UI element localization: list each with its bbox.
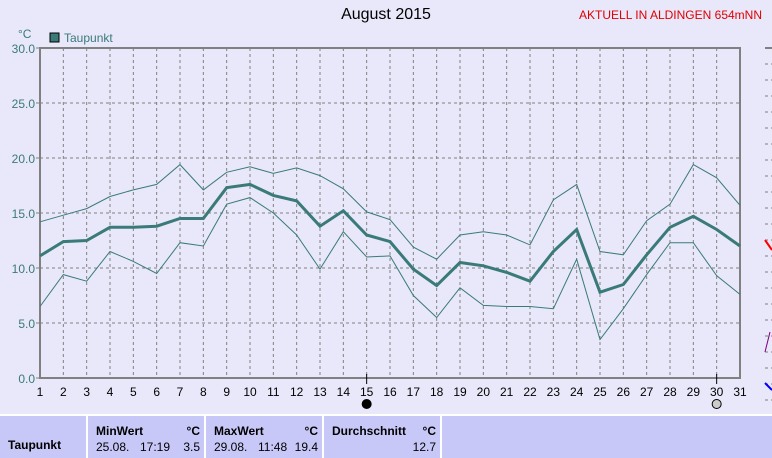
x-tick-label: 18 <box>430 385 444 399</box>
x-tick-label: 20 <box>477 385 491 399</box>
x-tick-label: 17 <box>407 385 421 399</box>
x-tick-label: 23 <box>547 385 561 399</box>
legend-swatch <box>49 32 60 43</box>
x-tick-label: 31 <box>733 385 747 399</box>
max-unit: °C <box>304 424 318 438</box>
legend-label: Taupunkt <box>64 31 113 45</box>
row-label-cell: Taupunkt <box>0 416 86 458</box>
y-axis-unit: °C <box>18 27 32 41</box>
x-tick-label: 8 <box>200 385 207 399</box>
y-tick-label: 10.0 <box>12 262 36 276</box>
min-header: MinWert <box>96 424 144 438</box>
min-time: 17:19 <box>140 440 171 454</box>
max-cell: MaxWert °C 29.08. 11:48 19.4 <box>204 416 322 458</box>
x-tick-label: 13 <box>313 385 327 399</box>
avg-cell: Durchschnitt °C 12.7 <box>322 416 440 458</box>
x-tick-label: 3 <box>83 385 90 399</box>
neighbor-series-blue <box>764 382 772 391</box>
plot-frame <box>39 47 741 379</box>
max-header: MaxWert <box>214 424 264 438</box>
stats-table: Taupunkt MinWert °C 25.08. 17:19 3.5 Max… <box>0 414 772 458</box>
max-value: 19.4 <box>294 440 318 454</box>
x-tick-label: 15 <box>360 385 374 399</box>
x-tick-label: 5 <box>130 385 137 399</box>
avg-header: Durchschnitt <box>332 424 407 438</box>
chart-title: August 2015 <box>341 6 431 23</box>
x-tick-label: 29 <box>687 385 701 399</box>
series-line-max <box>39 163 741 260</box>
max-time: 11:48 <box>258 440 288 454</box>
x-tick-label: 11 <box>267 385 280 399</box>
x-tick-label: 12 <box>290 385 304 399</box>
empty-cell <box>440 416 772 458</box>
x-tick-label: 28 <box>663 385 677 399</box>
x-tick-label: 25 <box>593 385 607 399</box>
y-tick-label: 25.0 <box>12 97 36 111</box>
x-tick-label: 1 <box>37 385 44 399</box>
y-tick-label: 20.0 <box>12 152 36 166</box>
x-tick-label: 27 <box>640 385 654 399</box>
neighbor-series-purple <box>764 331 771 353</box>
min-date: 25.08. <box>96 440 130 454</box>
min-unit: °C <box>186 424 200 438</box>
station-label: AKTUELL IN ALDINGEN 654mNN <box>579 8 762 22</box>
x-tick-label: 6 <box>153 385 160 399</box>
x-tick-label: 21 <box>500 385 514 399</box>
min-cell: MinWert °C 25.08. 17:19 3.5 <box>86 416 204 458</box>
x-tick-label: 30 <box>710 385 724 399</box>
x-tick-label: 22 <box>523 385 537 399</box>
series-line-min <box>39 197 741 341</box>
x-tick-label: 9 <box>223 385 230 399</box>
y-tick-label: 0.0 <box>18 372 35 386</box>
series-line-mean <box>39 182 741 295</box>
x-tick-label: 4 <box>107 385 114 399</box>
avg-unit: °C <box>422 424 436 438</box>
x-tick-label: 10 <box>243 385 257 399</box>
x-tick-label: 24 <box>570 385 584 399</box>
dewpoint-chart: 0.05.010.015.020.025.030.0°C1 2 3 4 5 6 7 8 9 10 1… <box>12 27 772 409</box>
min-value: 3.5 <box>183 440 200 454</box>
x-tick-label: 16 <box>383 385 397 399</box>
full-moon-icon <box>711 399 722 409</box>
x-tick-label: 14 <box>337 385 351 399</box>
row-label: Taupunkt <box>8 438 62 452</box>
neighbor-series-red <box>764 239 772 251</box>
y-tick-label: 30.0 <box>12 42 36 56</box>
y-tick-label: 5.0 <box>18 317 35 331</box>
x-tick-label: 7 <box>177 385 184 399</box>
avg-value: 12.7 <box>412 440 436 454</box>
new-moon-icon <box>361 399 372 409</box>
x-tick-label: 26 <box>617 385 631 399</box>
x-tick-label: 2 <box>60 385 67 399</box>
x-tick-label: 19 <box>453 385 467 399</box>
max-date: 29.08. <box>214 440 248 454</box>
y-tick-label: 15.0 <box>12 207 36 221</box>
